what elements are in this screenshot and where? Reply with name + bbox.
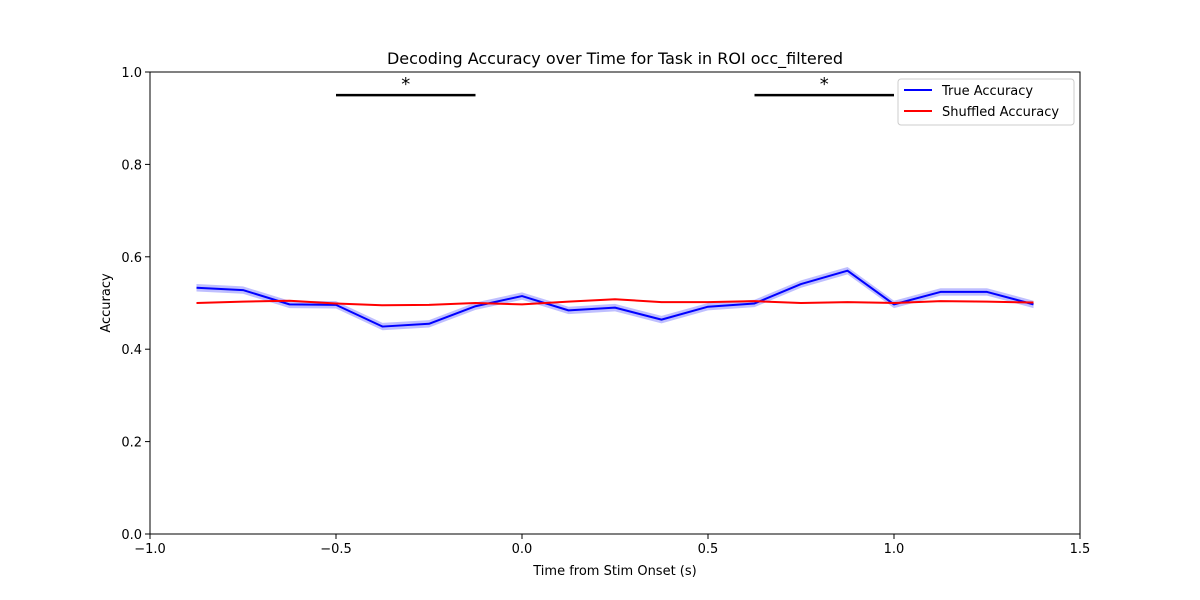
y-tick-label: 0.8 — [121, 158, 142, 173]
series-line-layer — [196, 269, 1034, 328]
legend-label-shuffled-accuracy: Shuffled Accuracy — [942, 105, 1059, 120]
y-tick-label: 0.4 — [121, 343, 142, 358]
legend-label-true-accuracy: True Accuracy — [941, 84, 1033, 99]
y-tick-label: 0.2 — [121, 436, 142, 451]
x-tick-label: 1.0 — [884, 542, 905, 557]
y-tick-label: 1.0 — [121, 66, 142, 81]
x-axis-label: Time from Stim Onset (s) — [532, 564, 696, 579]
y-tick-label: 0.0 — [121, 528, 142, 543]
x-tick-label: 0.5 — [698, 542, 719, 557]
x-tick-label: 1.5 — [1070, 542, 1091, 557]
legend: True Accuracy Shuffled Accuracy — [897, 78, 1075, 126]
legend-box — [897, 78, 1075, 126]
shuffled-accuracy-line — [196, 298, 1034, 307]
y-tick-label: 0.6 — [121, 251, 142, 266]
x-tick-label: 0.0 — [512, 542, 533, 557]
x-tick-label: −0.5 — [320, 542, 352, 557]
significance-star: * — [820, 74, 829, 95]
significance-star: * — [401, 74, 410, 95]
significance-layer: * * — [336, 74, 894, 97]
x-tick-label: −1.0 — [134, 542, 166, 557]
x-ticks: −1.0 −0.5 0.0 0.5 1.0 1.5 — [134, 534, 1090, 557]
y-ticks: 0.0 0.2 0.4 0.6 0.8 1.0 — [121, 66, 150, 543]
true-accuracy-line — [196, 269, 1034, 328]
chart-title: Decoding Accuracy over Time for Task in … — [387, 49, 843, 69]
y-axis-label: Accuracy — [99, 273, 114, 333]
plot-frame — [149, 71, 1081, 535]
